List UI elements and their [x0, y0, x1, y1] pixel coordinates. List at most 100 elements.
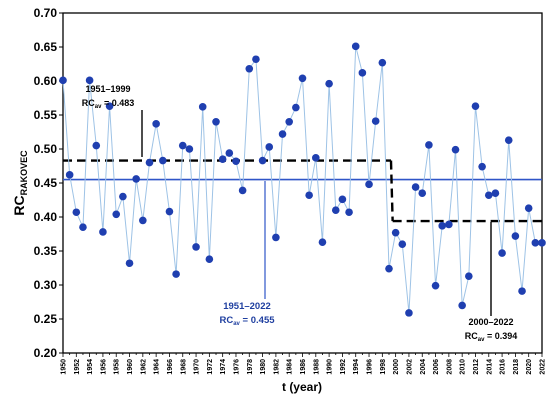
x-tick-label: 1956 — [100, 359, 107, 375]
x-tick-label: 1990 — [327, 359, 334, 375]
data-point — [411, 183, 420, 191]
annotation-1951-2022-num: = 0.455 — [240, 315, 275, 326]
y-axis-title: RCRAKOVEC — [11, 150, 29, 216]
x-tick-label: 1964 — [154, 359, 161, 375]
x-tick-label: 1998 — [380, 359, 387, 375]
data-point — [318, 238, 327, 246]
x-tick-label: 1966 — [167, 359, 174, 375]
data-point — [331, 206, 340, 214]
x-tick-label: 1968 — [180, 359, 187, 375]
data-point — [212, 118, 220, 126]
data-point — [158, 156, 167, 165]
data-point — [198, 103, 207, 111]
annotation-2000-2022: 2000–2022 RCav = 0.394 — [465, 222, 517, 343]
data-point — [351, 42, 360, 51]
data-point — [445, 220, 453, 229]
data-point — [85, 76, 94, 85]
data-point — [305, 191, 313, 200]
annotation-1951-1999: 1951–1999 RCav = 0.483 — [82, 84, 143, 157]
reference-lines — [63, 159, 542, 223]
data-point — [504, 136, 513, 144]
annotation-1951-1999-value: RCav = 0.483 — [82, 98, 134, 110]
x-tick-label: 2006 — [433, 359, 440, 375]
data-point — [538, 239, 546, 247]
y-tick-label: 0.45 — [34, 176, 58, 190]
data-point — [178, 141, 187, 150]
data-point — [232, 157, 240, 166]
data-point — [325, 79, 333, 88]
data-point — [105, 102, 114, 110]
data-point — [405, 309, 413, 317]
data-point — [72, 208, 81, 217]
data-point — [425, 141, 433, 149]
data-point — [478, 162, 486, 171]
data-point — [99, 228, 107, 236]
x-tick-label: 1970 — [194, 359, 201, 375]
annotation-1951-1999-num: = 0.483 — [101, 98, 134, 108]
annotation-1951-1999-sub: av — [95, 104, 102, 110]
annotation-1951-2022-period: 1951–2022 — [223, 301, 271, 312]
data-point — [185, 145, 194, 153]
data-point — [531, 239, 540, 247]
data-point — [431, 281, 440, 290]
annotation-2000-2022-value: RCav = 0.394 — [465, 331, 517, 343]
x-tick-label: 1986 — [300, 359, 307, 375]
data-point — [92, 141, 101, 150]
x-tick-label: 1972 — [207, 359, 214, 375]
data-point — [225, 149, 234, 157]
data-point — [338, 195, 347, 204]
y-axis-title-main: RC — [11, 195, 27, 215]
annotation-2000-2022-sub: av — [478, 337, 485, 343]
data-point — [125, 259, 134, 268]
annotation-2000-2022-num: = 0.394 — [484, 331, 517, 341]
x-tick-label: 2018 — [513, 359, 520, 375]
data-point — [471, 102, 480, 110]
data-point — [312, 154, 320, 162]
y-tick-label: 0.40 — [34, 210, 58, 224]
y-tick-label: 0.70 — [34, 6, 58, 20]
x-tick-label: 2016 — [500, 359, 507, 375]
annotation-2000-2022-period: 2000–2022 — [468, 317, 513, 327]
x-tick-label: 1982 — [273, 359, 280, 375]
mean-line-step — [389, 160, 394, 222]
x-tick-label: 1954 — [87, 359, 94, 375]
x-tick-label: 2020 — [526, 359, 533, 375]
data-point — [398, 240, 407, 248]
data-point — [451, 145, 460, 154]
annotation-1951-2022-sym: RC — [219, 315, 233, 326]
x-axis: 1950 1952 1954 1956 1958 1960 1962 1964 1966 1968… — [61, 353, 547, 375]
annotation-1951-2022-value: RCav = 0.455 — [219, 315, 275, 327]
data-point — [292, 103, 300, 112]
x-tick-label: 1952 — [74, 359, 81, 375]
data-point — [278, 130, 287, 138]
data-point — [418, 189, 427, 197]
data-point — [112, 210, 121, 219]
x-tick-label: 1974 — [220, 359, 227, 375]
data-point — [391, 228, 400, 237]
annotation-1951-1999-sym: RC — [82, 98, 95, 108]
data-point — [119, 192, 127, 201]
data-point — [458, 301, 466, 310]
x-tick-label: 2008 — [446, 359, 453, 375]
data-point — [298, 74, 307, 83]
annotation-1951-2022-sub: av — [233, 321, 240, 327]
x-tick-label: 2022 — [540, 359, 547, 375]
data-point — [511, 232, 520, 240]
x-tick-label: 1980 — [260, 359, 267, 375]
data-point — [365, 180, 373, 189]
y-tick-label: 0.25 — [34, 312, 58, 326]
x-tick-label: 1984 — [287, 359, 294, 375]
y-tick-label: 0.35 — [34, 244, 58, 258]
x-tick-label: 1988 — [313, 359, 320, 375]
data-point — [265, 143, 274, 151]
data-point — [132, 175, 140, 183]
data-point — [252, 55, 260, 64]
data-point — [345, 208, 353, 217]
data-point — [491, 189, 500, 197]
data-point — [438, 222, 447, 230]
y-tick-label: 0.55 — [34, 108, 58, 122]
data-point — [192, 243, 200, 251]
x-tick-label: 1978 — [247, 359, 254, 375]
